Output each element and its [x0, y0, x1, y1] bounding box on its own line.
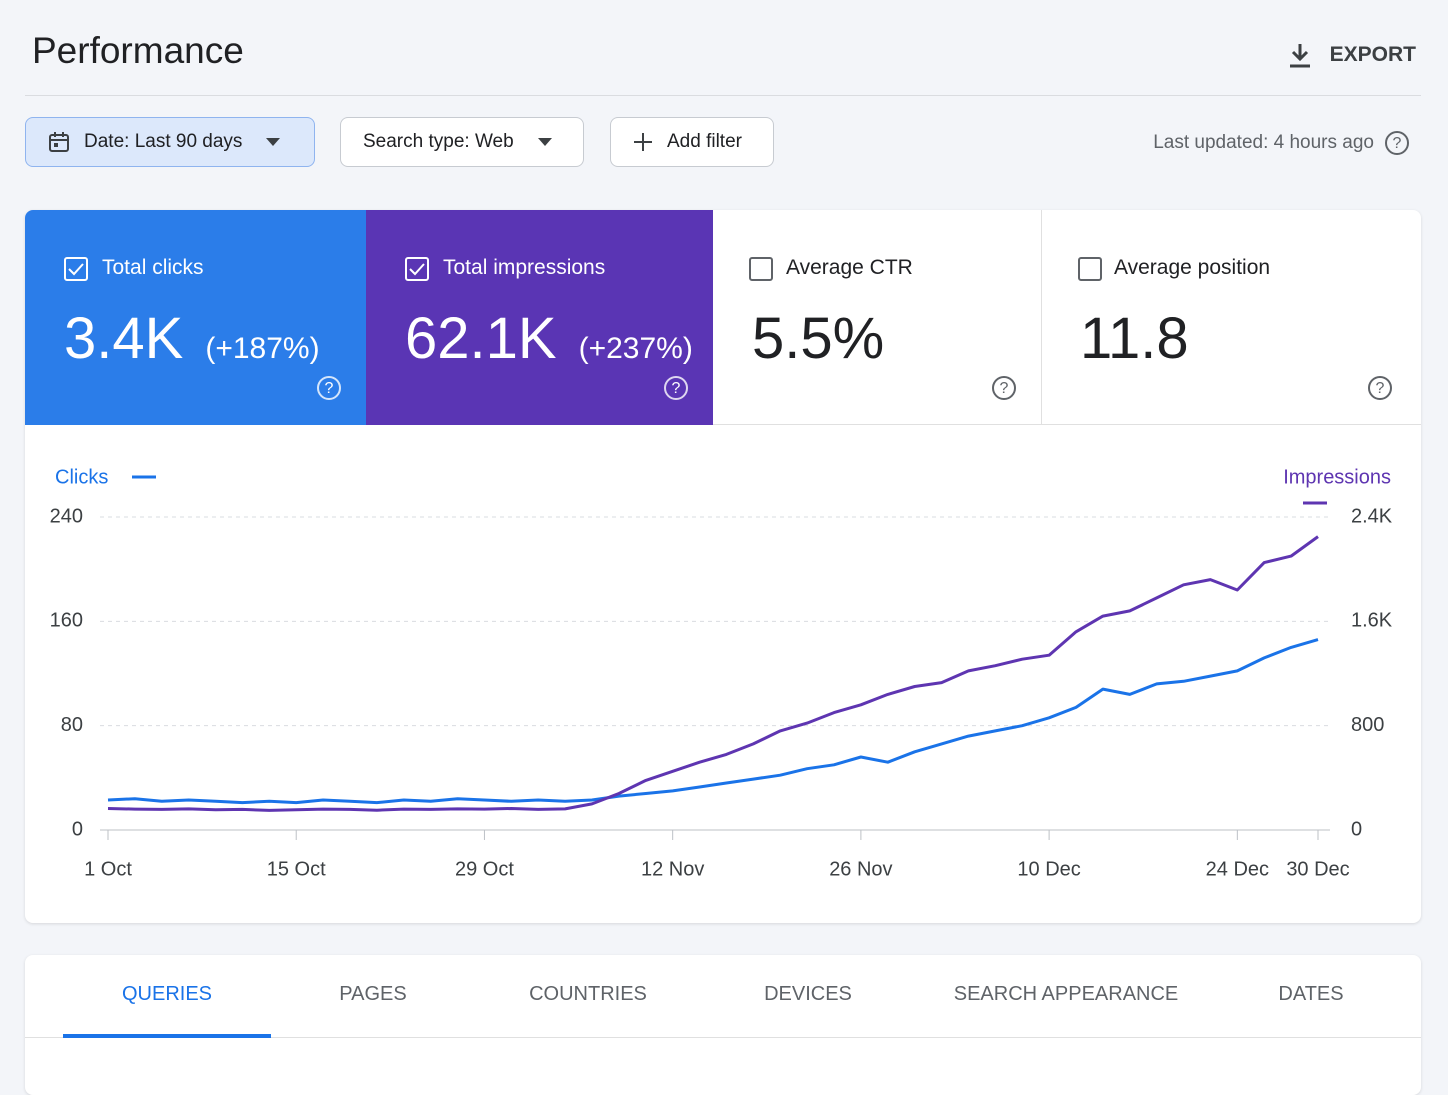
x-tick-label: 15 Oct: [267, 858, 326, 880]
series-line: [107, 535, 1319, 812]
svg-text:?: ?: [1000, 380, 1009, 397]
checkbox: [405, 257, 429, 281]
tab[interactable]: COUNTRIES: [529, 983, 647, 1005]
last-updated-text: Last updated: 4 hours ago: [1153, 132, 1374, 153]
plus-icon: [634, 133, 652, 151]
chart: 0 80 160 240 0 800 1.6K 2.4K 1 Oct 15 Oct 29 Oct 12…: [50, 466, 1393, 880]
legend-label: Impressions: [1283, 466, 1391, 488]
x-tick-label: 24 Dec: [1206, 858, 1269, 880]
filter-label: Search type: Web: [363, 131, 514, 152]
checkbox: [64, 257, 88, 281]
help-icon[interactable]: ?: [663, 375, 689, 401]
active-tab-indicator: [63, 1034, 271, 1038]
tab-divider: [25, 1037, 1421, 1038]
metric-label: Average CTR: [786, 256, 913, 279]
x-tick-label: 12 Nov: [641, 858, 704, 880]
dropdown-arrow: [537, 138, 552, 146]
x-tick-label: 29 Oct: [455, 858, 514, 880]
metric-card[interactable]: Total clicks 3.4K (+187%) ?: [25, 210, 366, 425]
metric-number: 3.4K: [64, 306, 184, 371]
help-icon[interactable]: ?: [316, 375, 342, 401]
x-tick-label: 1 Oct: [84, 858, 132, 880]
x-tick-label: 30 Dec: [1286, 858, 1349, 880]
performance-card: Total clicks 3.4K (+187%) ? Total impress…: [25, 210, 1421, 923]
search-type-filter[interactable]: Search type: Web: [340, 117, 584, 167]
tab[interactable]: DEVICES: [764, 983, 852, 1005]
y2-tick-label: 0: [1351, 818, 1362, 840]
checkbox: [749, 257, 773, 281]
export-label: EXPORT: [1329, 43, 1416, 66]
svg-text:?: ?: [1393, 135, 1402, 152]
metric-card[interactable]: Total impressions 62.1K (+237%) ?: [366, 210, 713, 425]
series-line: [107, 638, 1319, 805]
svg-text:?: ?: [1376, 380, 1385, 397]
date-filter[interactable]: Date: Last 90 days: [25, 117, 315, 167]
y2-tick-label: 1.6K: [1351, 610, 1393, 632]
tab[interactable]: SEARCH APPEARANCE: [953, 983, 1179, 1005]
metric-change: (+187%): [205, 332, 320, 365]
metric-value: 62.1K (+237%): [405, 305, 693, 372]
x-tick-label: 26 Nov: [829, 858, 892, 880]
y2-tick-label: 800: [1351, 714, 1384, 736]
tab[interactable]: PAGES: [339, 983, 407, 1005]
legend-label: Clicks: [55, 466, 108, 488]
page-title: Performance: [32, 30, 244, 71]
metric-card[interactable]: Average position 11.8 ?: [1042, 210, 1421, 425]
help-icon[interactable]: ?: [991, 375, 1017, 401]
filter-label: Date: Last 90 days: [84, 131, 243, 152]
y-tick-label: 240: [50, 505, 83, 527]
metric-value: 5.5%: [752, 306, 885, 371]
tab-bar: QUERIES PAGES COUNTRIES DEVICES SEARCH APPEA…: [25, 955, 1421, 1095]
add-filter[interactable]: Add filter: [610, 117, 774, 167]
tab[interactable]: QUERIES: [121, 983, 213, 1005]
svg-text:?: ?: [325, 380, 334, 397]
export-button[interactable]: EXPORT: [1288, 42, 1416, 68]
y-tick-label: 0: [72, 818, 83, 840]
help-icon[interactable]: ?: [1384, 130, 1410, 156]
metric-label: Total clicks: [102, 256, 204, 279]
divider: [25, 95, 1421, 96]
checkbox: [1078, 257, 1102, 281]
metric-value: 11.8: [1080, 306, 1189, 371]
y-tick-label: 80: [61, 714, 83, 736]
download-icon: [1289, 44, 1310, 68]
y-tick-label: 160: [50, 610, 83, 632]
filter-label: Add filter: [667, 131, 742, 152]
metric-label: Total impressions: [443, 256, 606, 279]
metric-value: 3.4K (+187%): [64, 305, 320, 372]
x-tick-label: 10 Dec: [1017, 858, 1080, 880]
calendar-icon: [49, 132, 69, 152]
help-icon[interactable]: ?: [1367, 375, 1393, 401]
metric-number: 62.1K: [405, 306, 557, 371]
last-updated: Last updated: 4 hours ago ?: [1153, 130, 1410, 156]
tab[interactable]: DATES: [1278, 983, 1344, 1005]
y2-tick-label: 2.4K: [1351, 505, 1393, 527]
metric-card[interactable]: Average CTR 5.5% ?: [713, 210, 1042, 425]
dropdown-arrow: [266, 138, 281, 146]
svg-text:?: ?: [672, 380, 681, 397]
metric-change: (+237%): [578, 332, 693, 365]
metric-label: Average position: [1114, 256, 1271, 279]
